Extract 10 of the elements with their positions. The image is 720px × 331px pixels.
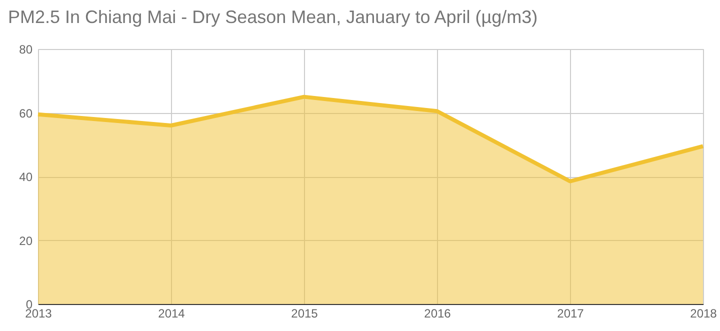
y-tick-label: 60 bbox=[19, 106, 33, 120]
y-tick-label: 80 bbox=[19, 42, 33, 56]
x-tick-label: 2015 bbox=[291, 306, 318, 320]
x-tick-label: 2016 bbox=[424, 306, 452, 320]
y-tick-label: 20 bbox=[19, 234, 33, 248]
x-tick-label: 2017 bbox=[557, 306, 584, 320]
x-tick-label: 2018 bbox=[690, 306, 718, 320]
chart-title: PM2.5 In Chiang Mai - Dry Season Mean, January to April (µg/m3) bbox=[8, 7, 538, 27]
x-tick-label: 2014 bbox=[158, 306, 186, 320]
y-tick-label: 40 bbox=[19, 170, 33, 184]
